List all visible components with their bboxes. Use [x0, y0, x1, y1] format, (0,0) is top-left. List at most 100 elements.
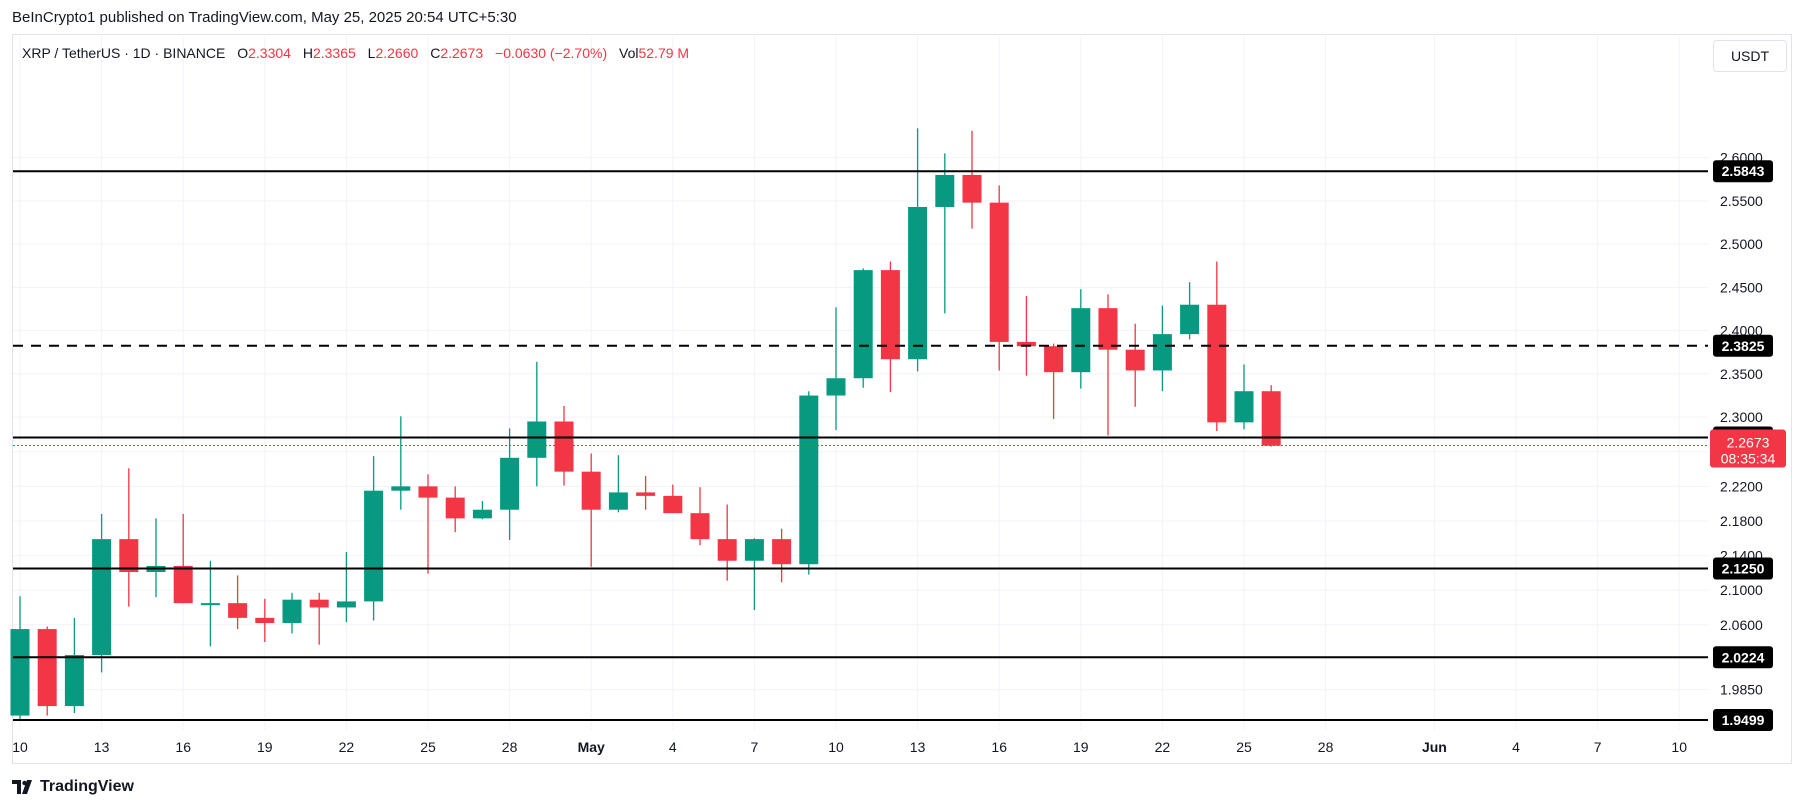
legend-symbol: XRP / TetherUS · 1D · BINANCE: [22, 45, 226, 61]
price-tick-label: 2.5500: [1720, 193, 1763, 209]
x-tick-label: 22: [339, 739, 355, 755]
price-tick-label: 2.3500: [1720, 366, 1763, 382]
candle-body-down: [989, 202, 1009, 342]
x-tick-label: 16: [175, 739, 191, 755]
x-tick-label: 19: [257, 739, 273, 755]
candle-body-down: [690, 513, 710, 540]
candle-body-up: [826, 378, 846, 396]
candle-body-up: [908, 206, 928, 360]
level-price-badge: [1713, 709, 1773, 731]
candle-body-up: [472, 509, 492, 519]
candle-body-up: [799, 395, 819, 565]
price-tick-label: 2.2200: [1720, 478, 1763, 494]
candle-body-down: [1098, 308, 1118, 350]
last-price-label: 2.2673: [1727, 434, 1770, 450]
price-tick-label: 1.9850: [1720, 682, 1763, 698]
candle-body-up: [1152, 334, 1172, 371]
candle-body-down: [228, 603, 248, 618]
x-tick-label: 10: [828, 739, 844, 755]
tradingview-logo-text: TradingView: [40, 778, 134, 795]
candle-body-up: [336, 601, 356, 608]
legend-low-label: L: [367, 45, 376, 61]
level-price-label: 2.1250: [1722, 561, 1765, 577]
candle-body-down: [772, 539, 792, 565]
level-price-label: 1.9499: [1722, 712, 1765, 728]
price-tick-label: 2.0600: [1720, 617, 1763, 633]
bar-countdown-label: 08:35:34: [1721, 450, 1776, 466]
currency-selector-button[interactable]: USDT: [1713, 40, 1787, 72]
legend-open-label: O: [237, 45, 249, 61]
level-price-badge: [1713, 160, 1773, 183]
level-price-badge: [1713, 334, 1773, 357]
level-price-label: 2.3825: [1722, 338, 1765, 354]
x-tick-label: 28: [502, 739, 518, 755]
candle-body-down: [418, 486, 438, 498]
x-tick-label: 16: [991, 739, 1007, 755]
candle-body-up: [1234, 391, 1254, 423]
publish-caption: BeInCrypto1 published on TradingView.com…: [12, 9, 517, 26]
price-tick-label: 2.3000: [1720, 409, 1763, 425]
legend-high: 2.3365: [312, 45, 356, 61]
legend-close-label: C: [430, 45, 441, 61]
candle-body-down: [1125, 349, 1145, 371]
price-tick-label: 2.1800: [1720, 513, 1763, 529]
x-tick-label: 22: [1155, 739, 1171, 755]
candle-body-up: [608, 492, 628, 510]
x-tick-label: 7: [1594, 739, 1602, 755]
x-tick-label: 10: [1671, 739, 1687, 755]
candle-body-down: [1261, 391, 1281, 446]
price-tick-label: 2.4500: [1720, 279, 1763, 295]
level-price-label: 2.0224: [1722, 649, 1765, 665]
legend-change: −0.0630 (−2.70%): [495, 45, 608, 61]
legend-vol: 52.79 M: [638, 45, 690, 61]
candle-body-up: [744, 539, 764, 561]
x-tick-label: 25: [420, 739, 436, 755]
candle-body-up: [391, 486, 411, 491]
tradingview-logo[interactable]: TradingView: [12, 778, 134, 796]
x-tick-label: 25: [1236, 739, 1252, 755]
candle-body-up: [364, 490, 384, 602]
candle-body-down: [1207, 304, 1227, 423]
candle-body-down: [173, 565, 193, 604]
legend-vol-label: Vol: [619, 45, 639, 61]
candle-body-down: [37, 629, 57, 707]
candle-body-up: [282, 599, 302, 624]
candle-body-down: [309, 599, 329, 608]
candle-body-down: [554, 421, 574, 472]
chart-frame: [12, 34, 1792, 764]
candle-body-up: [500, 457, 520, 510]
x-tick-label: 19: [1073, 739, 1089, 755]
tradingview-logo-icon: [12, 780, 32, 794]
x-tick-label: 10: [12, 739, 28, 755]
x-tick-label: 28: [1318, 739, 1334, 755]
legend-low: 2.2660: [375, 45, 419, 61]
x-tick-label: 13: [94, 739, 110, 755]
candle-body-up: [1071, 308, 1091, 373]
candle-body-up: [1180, 304, 1200, 335]
level-price-badge: [1713, 557, 1773, 580]
x-tick-label: 4: [669, 739, 677, 755]
candle-body-down: [445, 497, 465, 519]
legend-open: 2.3304: [248, 45, 291, 61]
candle-body-up: [92, 539, 112, 656]
symbol-legend: XRP / TetherUS · 1D · BINANCE O2.3304 H2…: [22, 45, 689, 61]
candle-body-up: [853, 270, 873, 379]
candle-body-up: [10, 629, 30, 716]
x-tick-label: Jun: [1422, 739, 1447, 755]
candle-body-down: [880, 270, 900, 360]
candle-body-down: [119, 539, 139, 572]
candle-body-up: [527, 421, 547, 458]
price-tick-label: 2.5000: [1720, 236, 1763, 252]
x-tick-label: May: [578, 739, 605, 755]
candle-body-up: [935, 174, 955, 207]
price-tick-label: 2.1000: [1720, 582, 1763, 598]
candle-body-down: [636, 492, 656, 496]
x-tick-label: 7: [751, 739, 759, 755]
candle-body-down: [962, 174, 982, 203]
candle-body-down: [255, 617, 275, 624]
x-tick-label: 4: [1512, 739, 1520, 755]
legend-close: 2.2673: [440, 45, 484, 61]
last-price-badge: [1710, 429, 1786, 468]
x-tick-label: 13: [910, 739, 926, 755]
